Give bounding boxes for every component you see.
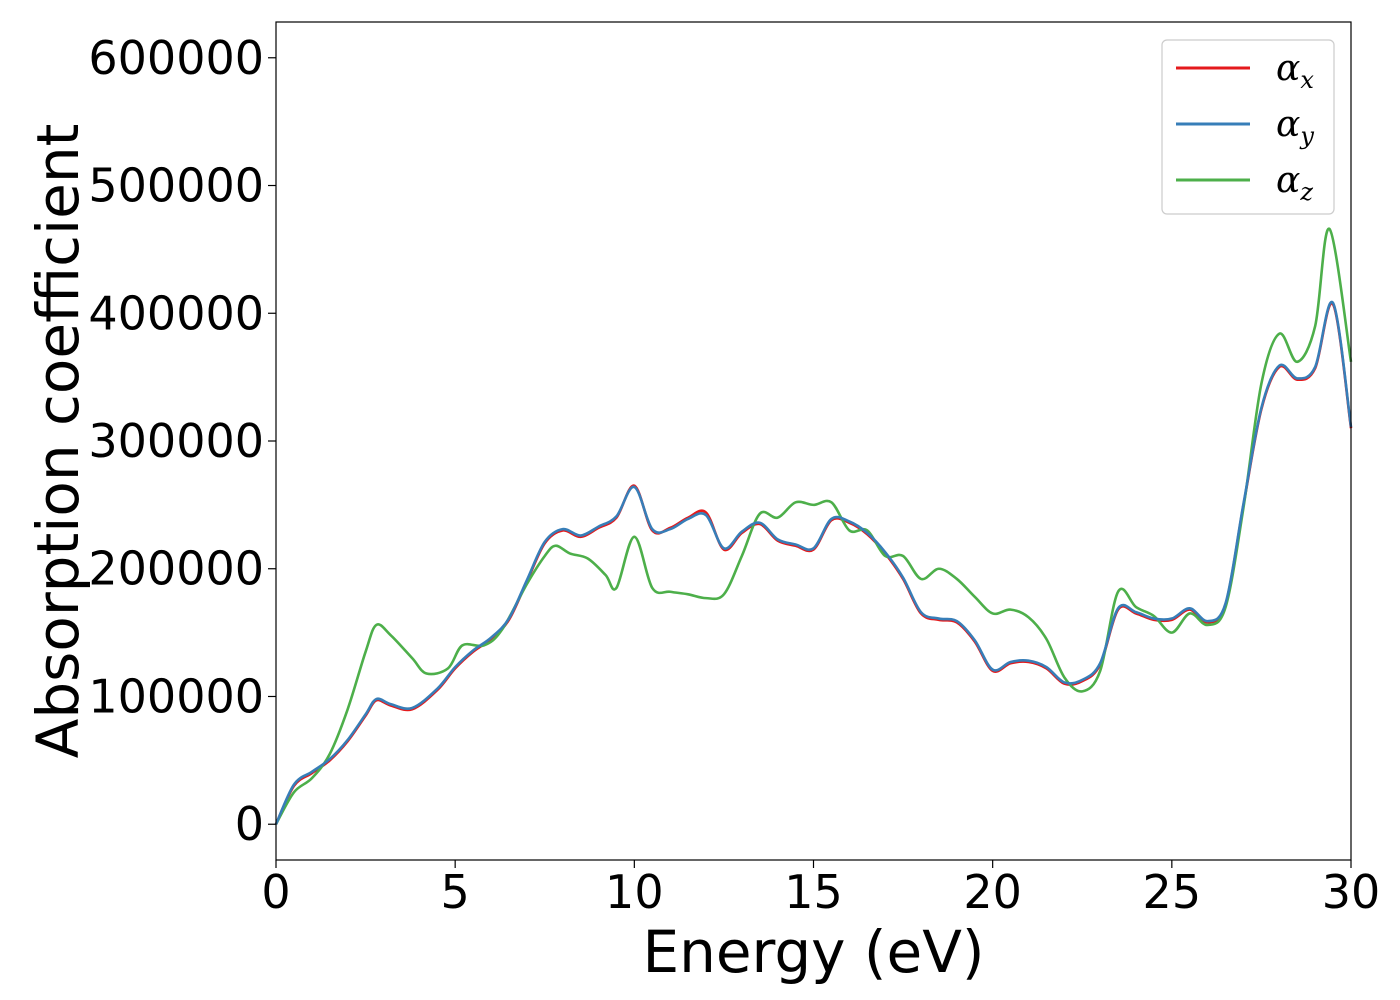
x-axis-ticks: 0 5 10 15 20 25 30: [261, 860, 1380, 919]
y-tick-label: 200000: [88, 542, 264, 596]
y-tick-label: 400000: [88, 286, 264, 340]
y-tick-label: 600000: [88, 31, 264, 85]
x-tick-label: 0: [261, 865, 290, 919]
y-axis-label: Absorption coefficient: [24, 124, 92, 759]
y-tick-label: 300000: [88, 414, 264, 468]
y-tick-label: 100000: [88, 669, 264, 723]
legend-box: [1161, 39, 1335, 215]
legend-label: αx: [1276, 48, 1314, 94]
series-layer: [274, 227, 1353, 825]
x-tick-label: 30: [1322, 865, 1381, 919]
legend-label: αz: [1276, 160, 1313, 206]
series-line-2: [274, 227, 1353, 825]
legend-label: αy: [1276, 104, 1314, 150]
x-tick-label: 5: [441, 865, 470, 919]
x-tick-label: 20: [963, 865, 1022, 919]
y-tick-label: 0: [235, 797, 264, 851]
legend: αx αy αz: [1161, 39, 1335, 215]
x-axis-label: Energy (eV): [642, 918, 984, 986]
series-line-1: [274, 300, 1353, 825]
x-tick-label: 15: [784, 865, 843, 919]
y-tick-label: 500000: [88, 159, 264, 213]
x-tick-label: 10: [605, 865, 664, 919]
x-tick-label: 25: [1143, 865, 1202, 919]
y-axis-ticks: 0 100000 200000 300000 400000 500000 600000: [88, 31, 276, 851]
